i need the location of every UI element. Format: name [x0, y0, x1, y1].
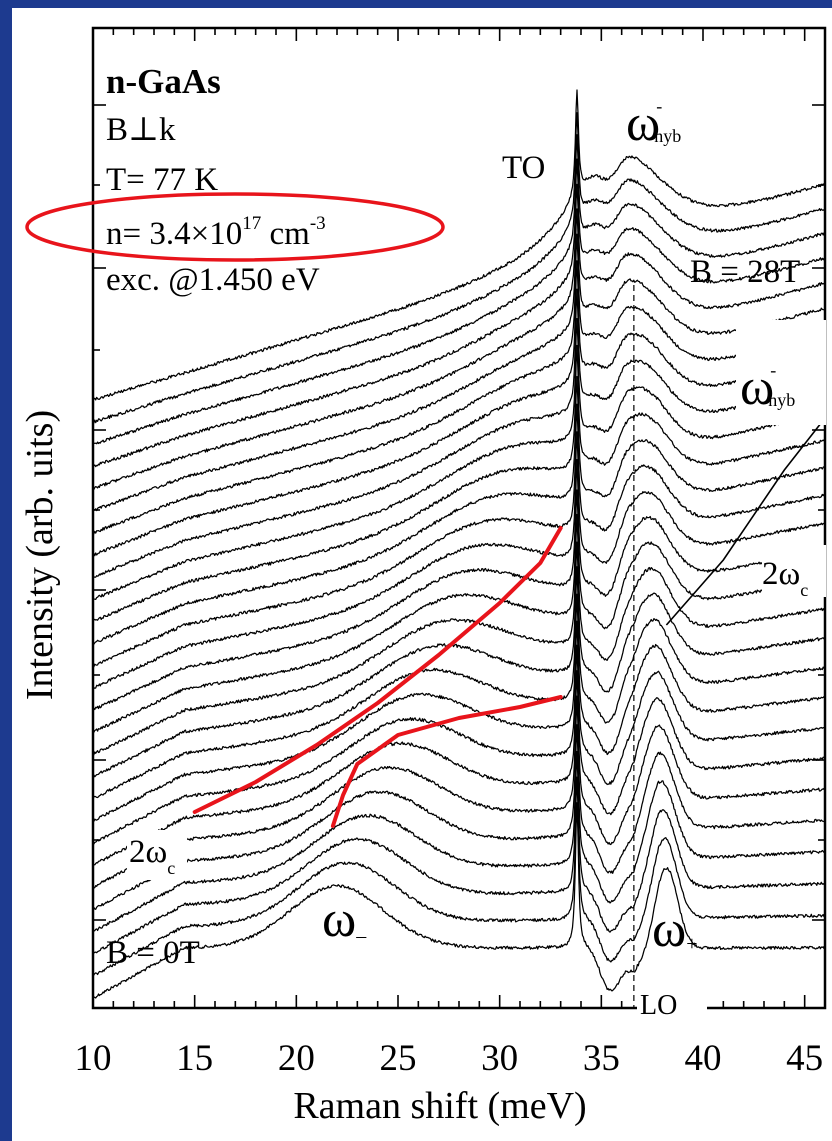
- spectrum-trace: [92, 89, 825, 402]
- spectrum-trace: [92, 344, 825, 622]
- spectrum-trace: [92, 183, 825, 491]
- spectrum-trace: [92, 802, 825, 999]
- spectrum-trace: [92, 233, 825, 535]
- x-axis-title: Raman shift (meV): [293, 1085, 586, 1127]
- field-top-label: B = 28T: [690, 254, 800, 290]
- x-tick-labels: 10 15 20 25 30 35 40 45: [75, 1038, 824, 1079]
- two-omega-c-left-label: 2ωc: [129, 834, 175, 878]
- spectrum-trace: [92, 593, 825, 822]
- spectrum-trace: [93, 260, 825, 557]
- density-unit: cm: [261, 216, 310, 252]
- excitation-label: exc. @1.450 eV: [106, 262, 320, 298]
- spectrum-trace: [92, 208, 825, 512]
- spectrum-trace: [92, 134, 825, 445]
- spectrum-trace: [92, 112, 825, 424]
- spectrum-trace: [92, 489, 825, 733]
- geometry-label: B⊥k: [106, 112, 176, 148]
- label-bg-hyb: [736, 320, 826, 425]
- two-omega-c-right-label: 2ωc: [762, 556, 808, 600]
- x-tick-label: 45: [786, 1038, 823, 1079]
- omega-plus-label: ω+: [652, 901, 698, 958]
- x-tick-label: 30: [481, 1038, 518, 1079]
- label-bg-2wc-left: [127, 830, 187, 880]
- spectrum-trace: [92, 670, 825, 889]
- x-tick-label: 20: [278, 1038, 315, 1079]
- lo-label: LO: [640, 990, 677, 1021]
- spectrum-trace: [92, 513, 825, 756]
- x-tick-label: 40: [685, 1038, 722, 1079]
- spectrum-trace: [92, 458, 825, 711]
- x-tick-label: 35: [583, 1038, 620, 1079]
- spectrum-trace: [92, 158, 825, 468]
- black-fit-line: [665, 417, 826, 626]
- spectrum-trace: [92, 317, 825, 601]
- spectrum-trace: [92, 750, 825, 955]
- density-highlight-circle: [25, 192, 445, 262]
- omega-hyb-minus-top-label: ω-hyb: [626, 95, 681, 152]
- spectrum-trace: [92, 724, 825, 933]
- omega-minus-label: ω–: [322, 891, 367, 948]
- field-bottom-label: B = 0T: [106, 935, 200, 971]
- spectrum-trace: [92, 375, 825, 646]
- black-fit-line-path: [665, 417, 826, 626]
- x-tick-label: 15: [176, 1038, 213, 1079]
- density-prefix: n= 3.4×10: [106, 216, 242, 252]
- red-fit-line: [192, 526, 563, 814]
- spectra-group: [92, 89, 825, 999]
- density-label: n= 3.4×1017 cm-3: [106, 213, 326, 252]
- to-label: TO: [502, 150, 545, 186]
- spectrum-trace: [92, 776, 825, 978]
- spectrum-trace: [92, 566, 825, 799]
- x-tick-label: 10: [75, 1038, 112, 1079]
- label-bg-lo: [637, 990, 707, 1020]
- spectrum-trace: [93, 620, 825, 845]
- red-fit-lines: [192, 526, 563, 828]
- label-bg-2wc-right: [762, 545, 826, 597]
- density-exponent: 17: [242, 213, 261, 234]
- material-label: n-GaAs: [106, 62, 221, 101]
- spectrum-trace: [92, 695, 825, 910]
- temperature-label: T= 77 K: [106, 162, 218, 198]
- spectrum-trace: [92, 431, 825, 689]
- y-axis-title: Intensity (arb. uits): [19, 410, 61, 700]
- density-unit-exponent: -3: [310, 213, 326, 234]
- spectrum-trace: [92, 541, 825, 778]
- red-fit-line: [330, 695, 563, 828]
- spectrum-trace: [92, 644, 825, 866]
- x-tick-label: 25: [380, 1038, 417, 1079]
- spectrum-trace: [92, 403, 825, 668]
- spectrum-trace: [93, 288, 825, 578]
- omega-hyb-minus-label: ω-hyb: [740, 359, 795, 416]
